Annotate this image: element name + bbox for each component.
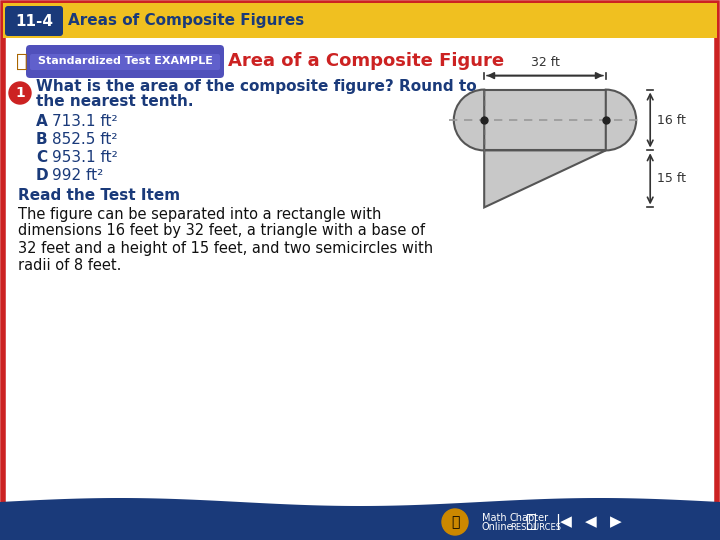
Text: Areas of Composite Figures: Areas of Composite Figures (68, 14, 305, 29)
Text: 15 ft: 15 ft (657, 172, 686, 185)
Text: 32 ft: 32 ft (531, 56, 559, 69)
Text: C: C (36, 151, 47, 165)
FancyBboxPatch shape (30, 54, 220, 70)
Text: A: A (36, 114, 48, 130)
Text: Math: Math (482, 513, 507, 523)
Wedge shape (454, 90, 484, 151)
Wedge shape (606, 90, 636, 151)
Text: Online: Online (482, 522, 513, 532)
Text: RESOURCES: RESOURCES (510, 523, 561, 531)
Text: 713.1 ft²: 713.1 ft² (52, 114, 117, 130)
Text: The figure can be separated into a rectangle with: The figure can be separated into a recta… (18, 206, 382, 221)
Text: 🏠: 🏠 (525, 513, 536, 531)
FancyBboxPatch shape (3, 3, 717, 537)
Text: the nearest tenth.: the nearest tenth. (36, 94, 194, 110)
Text: B: B (36, 132, 48, 147)
Text: 992 ft²: 992 ft² (52, 168, 103, 184)
Text: 🌐: 🌐 (451, 515, 459, 529)
Text: 1: 1 (15, 86, 25, 100)
Text: 852.5 ft²: 852.5 ft² (52, 132, 117, 147)
Text: Standardized Test EXAMPLE: Standardized Test EXAMPLE (37, 56, 212, 66)
Text: ◀: ◀ (585, 515, 597, 530)
FancyBboxPatch shape (484, 90, 606, 151)
Text: 32 feet and a height of 15 feet, and two semicircles with: 32 feet and a height of 15 feet, and two… (18, 240, 433, 255)
Text: 11-4: 11-4 (15, 14, 53, 29)
Text: dimensions 16 feet by 32 feet, a triangle with a base of: dimensions 16 feet by 32 feet, a triangl… (18, 224, 425, 239)
Text: |◀: |◀ (556, 514, 572, 530)
Text: What is the area of the composite figure? Round to: What is the area of the composite figure… (36, 78, 477, 93)
Polygon shape (0, 498, 720, 540)
Text: Read the Test Item: Read the Test Item (18, 187, 180, 202)
Circle shape (442, 509, 468, 535)
Text: 953.1 ft²: 953.1 ft² (52, 151, 118, 165)
Polygon shape (3, 3, 717, 38)
FancyBboxPatch shape (5, 6, 63, 36)
Text: Area of a Composite Figure: Area of a Composite Figure (228, 52, 504, 70)
Text: D: D (36, 168, 49, 184)
Text: radii of 8 feet.: radii of 8 feet. (18, 258, 122, 273)
Polygon shape (484, 151, 606, 207)
Circle shape (9, 82, 31, 104)
Text: 🖊: 🖊 (16, 51, 28, 71)
FancyBboxPatch shape (26, 45, 224, 78)
Text: Chapter: Chapter (510, 513, 549, 523)
Text: 16 ft: 16 ft (657, 113, 686, 126)
Text: ▶: ▶ (610, 515, 622, 530)
